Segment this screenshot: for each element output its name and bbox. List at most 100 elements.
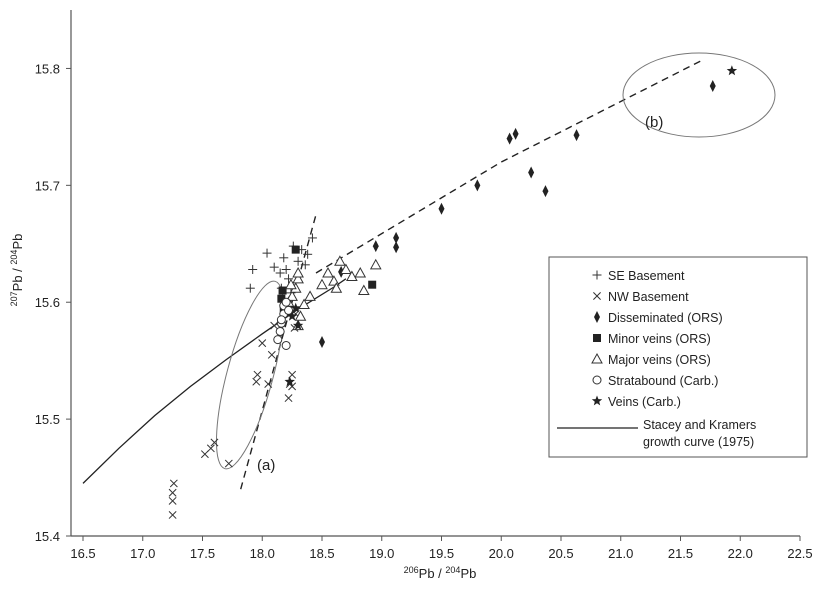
legend-marker-triangle: [591, 352, 603, 364]
data-point-x: [284, 394, 293, 403]
data-point-plus: [275, 268, 285, 278]
data-point-triangle: [334, 255, 346, 266]
x-axis-label: 206Pb / 204Pb: [404, 565, 477, 581]
x-axis-label-base: Pb /: [419, 566, 446, 581]
data-point-diamond: [393, 231, 400, 244]
x-axis-label-base2: Pb: [460, 566, 476, 581]
y-axis-label-base: Pb /: [10, 265, 25, 292]
data-point-x: [224, 459, 233, 468]
legend-label-4: Major veins (ORS): [608, 353, 711, 367]
x-tick-label: 21.5: [668, 546, 693, 561]
dashed-trend-line-2: [240, 214, 317, 490]
legend-markers: [591, 270, 603, 406]
data-point-plus: [300, 260, 310, 270]
points-layer: [168, 65, 738, 519]
x-tick-labels: 16.5 17.0 17.5 18.0 18.5 19.0 19.5 20.0 20.5 21.0…: [70, 536, 813, 561]
y-axis-label-pre: 207: [9, 291, 19, 306]
legend-marker-circle: [592, 375, 602, 385]
data-point-x: [267, 350, 276, 359]
data-point-triangle: [357, 284, 370, 296]
annotation-b: (b): [645, 114, 663, 131]
legend-marker-star: [591, 395, 603, 406]
data-point-star: [292, 320, 304, 330]
data-point-triangle: [328, 275, 340, 286]
data-point-square: [277, 294, 286, 303]
x-tick-label: 20.0: [489, 546, 514, 561]
data-point-circle: [275, 326, 285, 336]
data-point-circle: [284, 305, 294, 315]
legend-label-3: Minor veins (ORS): [608, 332, 711, 346]
data-point-triangle: [330, 282, 343, 293]
data-point-square: [368, 280, 377, 289]
x-axis-label-pre2: 204: [445, 565, 460, 575]
data-point-diamond: [319, 335, 325, 348]
x-tick-label: 17.5: [190, 546, 215, 561]
x-tick-label: 16.5: [70, 546, 95, 561]
y-tick-labels: 15.4 15.5 15.6 15.7 15.8: [35, 61, 71, 544]
group-b-ellipse: [622, 52, 776, 138]
data-point-triangle: [369, 258, 382, 270]
y-axis-label-base2: Pb: [10, 234, 25, 250]
data-point-diamond: [506, 132, 513, 145]
data-point-diamond: [438, 202, 445, 215]
data-point-triangle: [292, 272, 304, 284]
x-axis-label-pre: 206: [404, 565, 419, 575]
data-point-plus: [248, 264, 258, 274]
data-point-circle: [273, 335, 283, 345]
data-point-diamond: [338, 265, 345, 278]
data-point-triangle: [285, 278, 297, 290]
data-point-plus: [281, 264, 291, 274]
data-point-triangle: [286, 290, 298, 301]
data-point-diamond: [709, 79, 716, 92]
data-point-x: [169, 479, 178, 488]
data-point-diamond: [512, 127, 519, 140]
data-point-x: [168, 496, 177, 505]
x-tick-label: 22.5: [787, 546, 812, 561]
data-point-plus: [262, 248, 272, 258]
data-point-plus: [303, 249, 313, 259]
legend-marker-square: [593, 334, 601, 342]
x-tick-label: 20.5: [548, 546, 573, 561]
data-point-x: [210, 438, 219, 447]
legend: SE Basement NW Basement Disseminated (OR…: [548, 256, 808, 458]
data-point-circle: [281, 297, 291, 307]
data-point-x: [264, 380, 273, 388]
data-point-plus: [245, 283, 255, 293]
legend-label-growth-line1: Stacey and Kramers: [643, 418, 756, 432]
data-point-diamond: [474, 179, 481, 192]
x-tick-label: 18.5: [309, 546, 334, 561]
x-tick-label: 22.0: [728, 546, 753, 561]
x-tick-label: 21.0: [608, 546, 633, 561]
data-point-triangle: [354, 266, 367, 278]
data-point-diamond: [372, 240, 379, 253]
data-point-square: [278, 286, 287, 295]
legend-label-1: NW Basement: [608, 290, 689, 304]
data-point-triangle: [346, 270, 358, 282]
data-point-triangle: [340, 263, 352, 274]
y-axis-label-pre2: 204: [9, 250, 19, 265]
legend-label-growth-line2: growth curve (1975): [643, 435, 754, 449]
legend-marker-x: [593, 292, 601, 300]
data-point-x: [253, 370, 262, 379]
legend-box: [548, 256, 808, 458]
data-point-plus: [269, 262, 279, 272]
legend-marker-plus: [592, 270, 602, 280]
y-tick-label: 15.8: [35, 61, 60, 76]
growth-curve-line: [82, 278, 347, 484]
x-tick-label: 19.5: [429, 546, 454, 561]
legend-label-5: Stratabound (Carb.): [608, 374, 718, 388]
data-point-diamond: [393, 241, 400, 254]
data-point-circle: [276, 315, 286, 325]
axes-frame: [70, 10, 800, 537]
group-a-ellipse: [215, 280, 285, 470]
data-point-triangle: [298, 298, 310, 310]
dashed-trend-line-1: [315, 58, 705, 274]
data-point-x: [168, 488, 177, 497]
legend-marker-diamond: [594, 311, 600, 323]
data-point-x: [258, 339, 267, 348]
y-tick-label: 15.6: [35, 295, 60, 310]
y-tick-label: 15.4: [35, 529, 60, 544]
data-point-star: [284, 376, 295, 387]
legend-label-6: Veins (Carb.): [608, 395, 681, 409]
data-point-plus: [284, 274, 294, 284]
